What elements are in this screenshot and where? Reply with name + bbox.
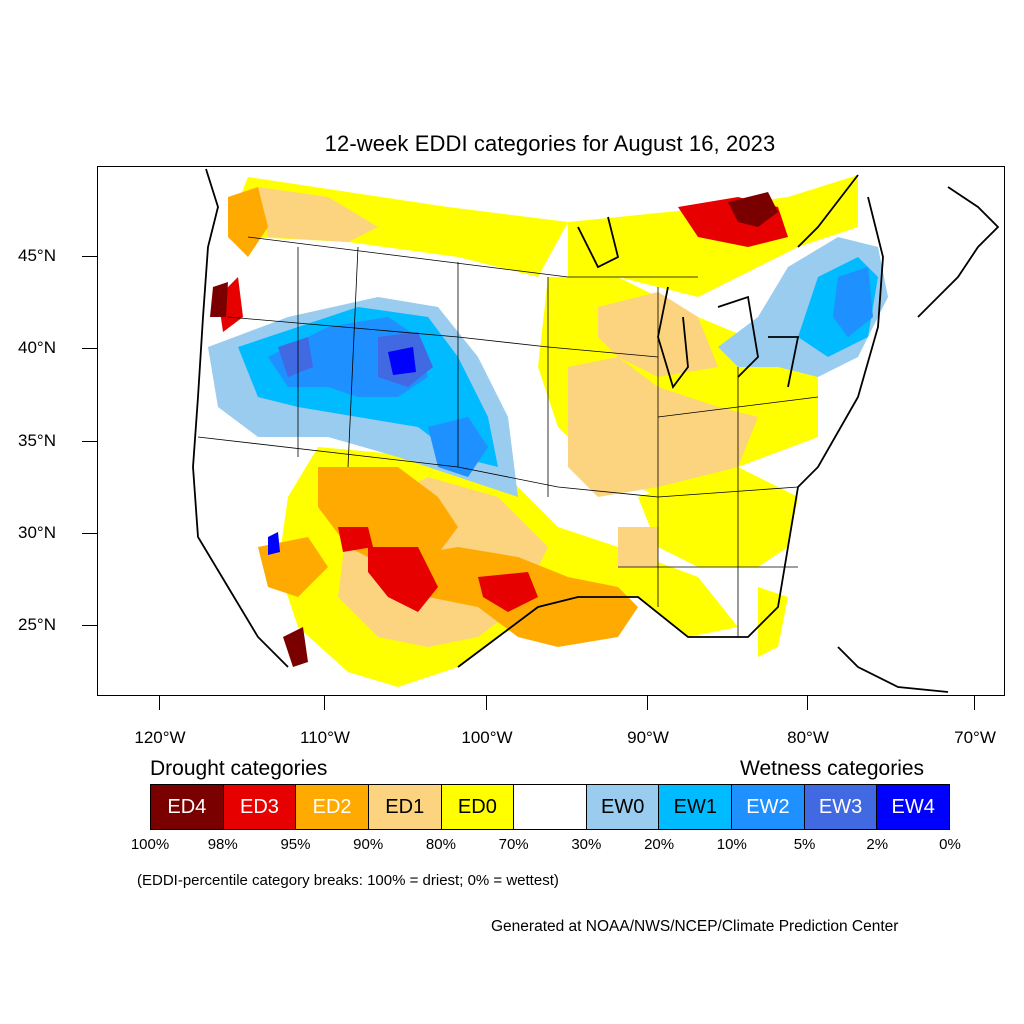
category-legend: ED4 ED3 ED2 ED1 ED0 EW0 EW1 EW2 EW3 EW4	[150, 784, 950, 830]
break-label: 5%	[793, 836, 816, 853]
legend-swatch-neutral	[514, 785, 587, 829]
legend-swatch-ed3: ED3	[223, 785, 297, 829]
break-label: 0%	[939, 836, 961, 853]
wetness-categories-heading: Wetness categories	[740, 757, 925, 780]
lon-label-90w: 90°W	[627, 728, 669, 747]
lat-tick-35	[82, 441, 97, 443]
break-label: 10%	[716, 836, 747, 853]
lat-label-45: 45°N	[18, 246, 56, 265]
legend-swatch-ed1: ED1	[368, 785, 442, 829]
legend-swatch-ew0: EW0	[586, 785, 660, 829]
lat-label-35: 35°N	[18, 431, 56, 450]
lat-label-40: 40°N	[18, 338, 56, 357]
ew4-regions	[268, 347, 416, 555]
legend-swatch-ed0: ED0	[441, 785, 515, 829]
map-plot-area	[97, 166, 1005, 696]
break-label: 70%	[498, 836, 529, 853]
state-boundaries	[197, 236, 819, 637]
break-label: 80%	[425, 836, 456, 853]
lon-tick-70w	[974, 696, 976, 710]
lat-tick-30	[82, 533, 97, 535]
lon-label-100w: 100°W	[461, 728, 513, 747]
lon-tick-120w	[159, 696, 161, 710]
break-label: 30%	[571, 836, 602, 853]
lon-label-120w: 120°W	[134, 728, 186, 747]
lon-tick-80w	[807, 696, 809, 710]
lat-tick-25	[82, 625, 97, 627]
legend-swatch-ed2: ED2	[296, 785, 369, 829]
category-note: (EDDI-percentile category breaks: 100% =…	[137, 872, 559, 889]
legend-swatch-ew2: EW2	[732, 785, 805, 829]
legend-swatch-ew3: EW3	[804, 785, 878, 829]
lon-tick-100w	[486, 696, 488, 710]
lon-tick-110w	[324, 696, 326, 710]
break-label: 2%	[866, 836, 889, 853]
ed3-regions	[218, 197, 788, 612]
lat-label-25: 25°N	[18, 615, 56, 634]
break-label: 95%	[280, 836, 311, 853]
lon-label-80w: 80°W	[787, 728, 829, 747]
legend-swatch-ew1: EW1	[659, 785, 733, 829]
legend-swatch-ew4: EW4	[877, 785, 950, 829]
lon-tick-90w	[647, 696, 649, 710]
map-title: 12-week EDDI categories for August 16, 2…	[324, 131, 776, 156]
eddi-map	[192, 168, 1000, 693]
break-label: 90%	[353, 836, 384, 853]
drought-categories-heading: Drought categories	[150, 757, 328, 780]
credit-line: Generated at NOAA/NWS/NCEP/Climate Predi…	[491, 918, 899, 935]
lat-tick-40	[82, 348, 97, 350]
lat-tick-45	[82, 256, 97, 258]
lat-label-30: 30°N	[18, 523, 56, 542]
lon-label-70w: 70°W	[954, 728, 996, 747]
break-label: 98%	[207, 836, 238, 853]
break-label: 20%	[644, 836, 675, 853]
ed4-regions	[210, 192, 778, 667]
legend-swatch-ed4: ED4	[151, 785, 224, 829]
lon-label-110w: 110°W	[300, 728, 350, 747]
break-label: 100%	[130, 836, 170, 853]
coastlines	[192, 168, 1000, 693]
